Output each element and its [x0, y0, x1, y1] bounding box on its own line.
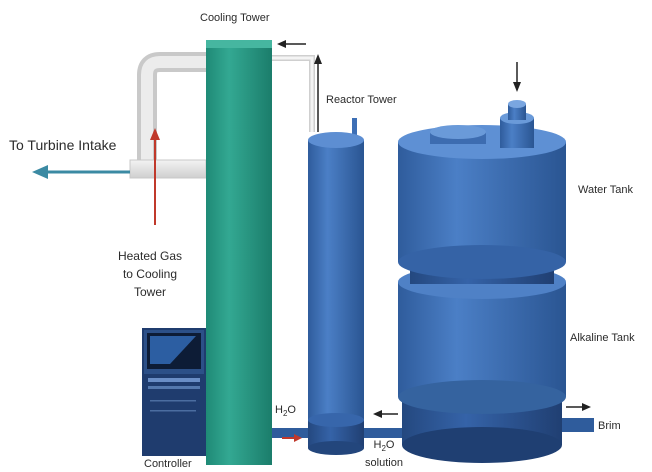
bottom-pipe — [272, 418, 594, 438]
heated-gas-arrow — [150, 128, 160, 225]
brim-label: Brim — [598, 420, 621, 432]
tank — [398, 100, 566, 463]
top-pipe — [272, 55, 315, 132]
cooling-tower — [206, 40, 272, 465]
heated-gas-line-2: to Cooling — [122, 267, 178, 281]
heated-gas-line-3: Tower — [133, 285, 166, 299]
turbine-intake-arrow — [32, 165, 130, 179]
controller-label: Controller — [144, 458, 192, 470]
h2o-solution-label: H2O solution — [360, 438, 408, 470]
solution-arrow — [373, 410, 398, 418]
controller-computer — [142, 328, 206, 456]
return-arrow — [277, 40, 306, 48]
to-turbine-intake-label: To Turbine Intake — [9, 137, 117, 153]
h2o-inflow-arrow — [282, 434, 302, 442]
reactor-up-arrow — [314, 54, 322, 132]
heated-gas-label: Heated Gas to Cooling Tower — [108, 247, 192, 301]
h2o-solution-o: O — [385, 439, 395, 451]
h2o-left-h: H — [275, 404, 283, 416]
water-inlet-arrow — [513, 62, 521, 92]
heated-gas-line-1: Heated Gas — [117, 249, 183, 263]
reactor-tower-label: Reactor Tower — [326, 94, 397, 106]
h2o-solution-text: solution — [365, 457, 403, 470]
brim-arrow — [566, 403, 591, 411]
h2o-solution-sub: 2 — [381, 444, 386, 454]
alkaline-tank-label: Alkaline Tank — [570, 332, 635, 344]
h2o-left-o: O — [287, 404, 296, 416]
h2o-left-label: H2O — [275, 404, 296, 418]
h2o-solution-h: H — [373, 439, 382, 451]
water-tank-label: Water Tank — [578, 184, 634, 196]
reactor-tower — [308, 118, 364, 455]
cooling-tower-label: Cooling Tower — [200, 12, 270, 24]
h2o-left-sub: 2 — [282, 409, 288, 419]
h2o-solution-formula: H2O — [360, 438, 408, 456]
gas-pipe — [129, 52, 207, 179]
